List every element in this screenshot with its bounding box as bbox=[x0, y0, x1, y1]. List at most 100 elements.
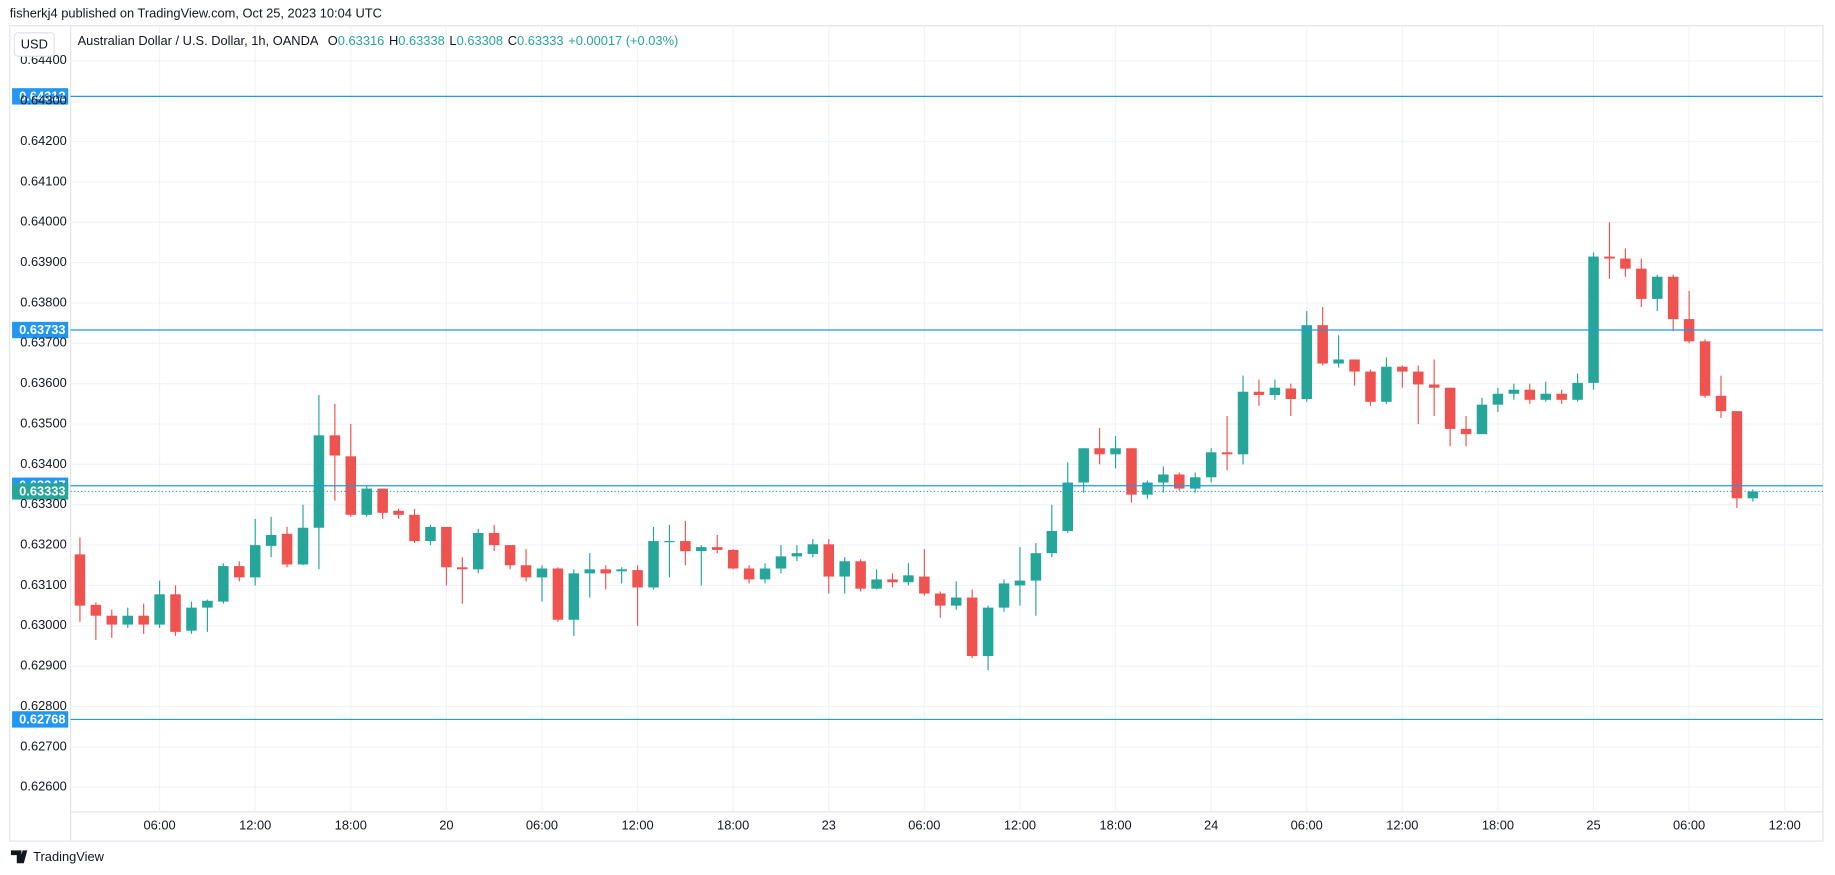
candle-body bbox=[1508, 389, 1520, 394]
x-tick-label: 25 bbox=[1586, 817, 1600, 832]
candle-body bbox=[1572, 382, 1583, 400]
y-tick-label: 0.63500 bbox=[20, 415, 66, 430]
level-label-box bbox=[12, 711, 69, 728]
level-label-box bbox=[12, 88, 69, 105]
candle-body bbox=[1349, 359, 1360, 372]
instrument: Australian Dollar / U.S. Dollar, 1h, OAN… bbox=[78, 34, 319, 49]
y-tick-label: 0.63600 bbox=[20, 375, 66, 390]
candle-body bbox=[1556, 393, 1567, 400]
candle-body bbox=[1604, 256, 1615, 259]
ohlc-value: 0.63333 bbox=[517, 34, 563, 49]
candle-body bbox=[1588, 256, 1599, 383]
candle-body bbox=[982, 607, 994, 657]
ohlc-key: H bbox=[389, 34, 398, 49]
currency-label: USD bbox=[21, 36, 48, 51]
last-price-box bbox=[12, 483, 69, 500]
candle-body bbox=[1460, 428, 1472, 435]
candle-body bbox=[839, 561, 850, 577]
y-tick-label: 0.62900 bbox=[20, 658, 66, 673]
y-tick-label: 0.63100 bbox=[20, 577, 66, 592]
candle-body bbox=[1540, 393, 1551, 400]
y-tick-label: 0.63000 bbox=[20, 617, 66, 632]
candle-body bbox=[90, 604, 102, 616]
candle-body bbox=[1699, 341, 1711, 396]
candle-body bbox=[1636, 268, 1647, 299]
y-tick-label: 0.63200 bbox=[20, 536, 66, 551]
y-tick-label: 0.62800 bbox=[20, 698, 66, 713]
candle-body bbox=[457, 567, 468, 570]
candle-body bbox=[281, 533, 293, 565]
candle-body bbox=[249, 545, 261, 578]
candle-body bbox=[791, 553, 803, 557]
y-tick-label: 0.62700 bbox=[20, 738, 66, 753]
candle-body bbox=[696, 547, 707, 552]
candle-body bbox=[855, 561, 866, 589]
candle-body bbox=[265, 535, 277, 546]
candle-body bbox=[743, 568, 755, 580]
x-tick-label: 12:00 bbox=[1386, 817, 1418, 832]
level-label-box bbox=[12, 321, 69, 339]
candle-body bbox=[1412, 371, 1424, 385]
candle-body bbox=[218, 566, 229, 602]
grid bbox=[70, 25, 1823, 812]
x-tick-label: 12:00 bbox=[1769, 817, 1801, 832]
level-label: 0.63733 bbox=[19, 322, 65, 337]
candle-body bbox=[1253, 391, 1265, 395]
candle-body bbox=[138, 615, 149, 625]
candle-body bbox=[600, 569, 611, 574]
x-tick-label: 12:00 bbox=[1004, 817, 1036, 832]
axis-labels: 0.62600 0.62700 0.62800 0.62900 0.63000 0.631… bbox=[20, 52, 1801, 832]
x-tick-label: 12:00 bbox=[621, 817, 653, 832]
candle-body bbox=[759, 568, 771, 580]
ohlc-key: L bbox=[449, 34, 456, 49]
candle-body bbox=[233, 566, 245, 578]
y-tick-label: 0.62600 bbox=[20, 779, 66, 794]
candle-body bbox=[488, 532, 500, 546]
candle-body bbox=[1014, 580, 1026, 586]
candle-body bbox=[1301, 325, 1312, 400]
candle-body bbox=[1174, 474, 1185, 489]
candle-body bbox=[1237, 391, 1249, 455]
y-tick-label: 0.64300 bbox=[20, 93, 66, 108]
candle-body bbox=[1524, 389, 1536, 400]
candle-body bbox=[727, 549, 739, 569]
y-tick-label: 0.63900 bbox=[20, 254, 66, 269]
candle-body bbox=[1126, 448, 1137, 495]
y-tick-label: 0.63800 bbox=[20, 294, 66, 309]
candle-body bbox=[361, 488, 372, 515]
brand-logo bbox=[10, 850, 28, 864]
candle-body bbox=[1046, 530, 1058, 554]
candle-body bbox=[1189, 477, 1201, 489]
candle-body bbox=[935, 593, 946, 606]
x-tick-label: 24 bbox=[1204, 817, 1218, 832]
candle-body bbox=[568, 573, 580, 620]
candles bbox=[74, 222, 1759, 671]
candle-body bbox=[616, 569, 627, 572]
candle-body bbox=[966, 597, 978, 657]
candle-body bbox=[1476, 404, 1488, 435]
x-tick-label: 18:00 bbox=[335, 817, 367, 832]
candle-body bbox=[74, 554, 86, 606]
candle-body bbox=[1731, 411, 1743, 499]
candle-body bbox=[1110, 448, 1121, 455]
candle-body bbox=[520, 565, 532, 578]
candle-body bbox=[1365, 371, 1376, 402]
candle-body bbox=[871, 579, 882, 589]
candle-body bbox=[377, 488, 388, 513]
change: +0.00017 (+0.03%) bbox=[568, 34, 678, 49]
candle-body bbox=[1062, 482, 1074, 531]
candle-body bbox=[998, 583, 1010, 608]
currency-button[interactable] bbox=[13, 32, 55, 57]
y-tick-label: 0.64200 bbox=[20, 133, 66, 148]
x-tick-label: 06:00 bbox=[1673, 817, 1705, 832]
candle-body bbox=[950, 597, 962, 606]
y-tick-label: 0.63300 bbox=[20, 496, 66, 511]
candle-body bbox=[1397, 366, 1408, 372]
candle-body bbox=[552, 568, 564, 620]
x-tick-label: 12:00 bbox=[239, 817, 271, 832]
x-tick-label: 06:00 bbox=[1291, 817, 1323, 832]
y-tick-label: 0.64100 bbox=[20, 173, 66, 188]
